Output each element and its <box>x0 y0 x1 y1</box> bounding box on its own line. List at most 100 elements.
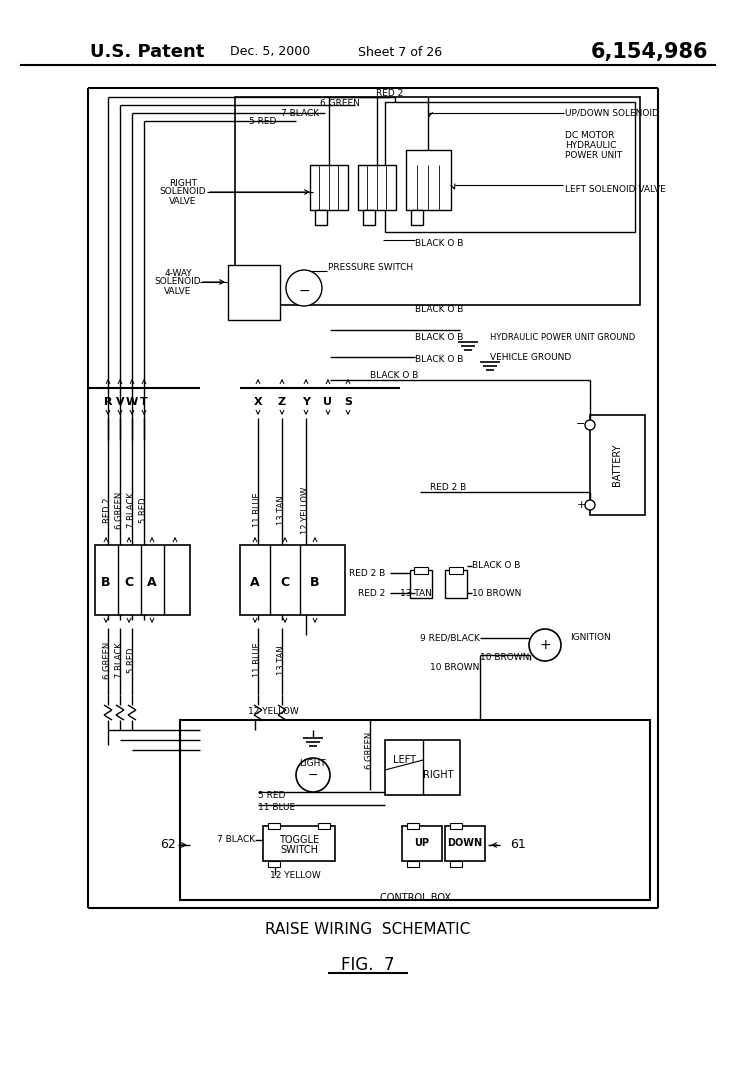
Text: Y: Y <box>302 397 310 408</box>
Text: Z: Z <box>278 397 286 408</box>
Text: 11 BLUE: 11 BLUE <box>253 643 263 678</box>
Text: 7 BLACK: 7 BLACK <box>281 108 319 118</box>
Bar <box>407 860 419 867</box>
Circle shape <box>286 270 322 306</box>
Bar <box>450 823 462 829</box>
Circle shape <box>585 501 595 510</box>
Text: FIG.  7: FIG. 7 <box>342 956 394 974</box>
Bar <box>406 150 451 210</box>
Text: 9 RED/BLACK: 9 RED/BLACK <box>420 633 480 642</box>
Text: RIGHT: RIGHT <box>169 178 197 187</box>
Text: TOGGLE: TOGGLE <box>279 835 319 845</box>
Text: HYDRAULIC POWER UNIT GROUND: HYDRAULIC POWER UNIT GROUND <box>490 333 635 342</box>
Text: LIGHT: LIGHT <box>300 759 326 768</box>
Bar <box>318 823 330 829</box>
Bar <box>240 545 345 615</box>
Text: C: C <box>124 575 133 588</box>
Text: +: + <box>539 638 551 652</box>
Text: 7 BLACK: 7 BLACK <box>217 836 255 844</box>
Circle shape <box>296 758 330 792</box>
Text: V: V <box>116 397 124 408</box>
Text: W: W <box>126 397 138 408</box>
Text: RIGHT: RIGHT <box>422 770 453 780</box>
Text: 10 BROWN: 10 BROWN <box>480 654 529 663</box>
Text: 5 RED: 5 RED <box>250 118 277 126</box>
Text: 5 RED: 5 RED <box>258 790 286 800</box>
Text: 62: 62 <box>160 839 176 852</box>
Text: U.S. Patent: U.S. Patent <box>90 43 205 61</box>
Text: −: − <box>308 769 318 782</box>
Text: S: S <box>344 397 352 408</box>
Text: 12 YELLOW: 12 YELLOW <box>302 486 311 534</box>
Text: R: R <box>104 397 113 408</box>
Text: VEHICLE GROUND: VEHICLE GROUND <box>490 353 571 362</box>
Text: BLACK O B: BLACK O B <box>415 239 464 248</box>
Text: RED 2 B: RED 2 B <box>349 569 385 577</box>
Bar <box>268 860 280 867</box>
Text: BLACK O B: BLACK O B <box>370 372 418 381</box>
Bar <box>180 720 650 900</box>
Text: SOLENOID: SOLENOID <box>160 187 206 197</box>
Text: 6 GREEN: 6 GREEN <box>366 732 375 769</box>
Text: POWER UNIT: POWER UNIT <box>565 150 622 160</box>
Text: HYDRAULIC: HYDRAULIC <box>565 141 616 149</box>
Text: 61: 61 <box>510 839 526 852</box>
Text: B: B <box>311 575 319 588</box>
Bar <box>449 568 463 574</box>
Bar <box>385 740 460 795</box>
Bar <box>315 210 327 225</box>
Text: LEFT: LEFT <box>394 755 417 765</box>
Text: IGNITION: IGNITION <box>570 633 611 642</box>
Text: RED 2 B: RED 2 B <box>430 483 466 493</box>
Text: A: A <box>147 575 157 588</box>
Bar <box>235 97 640 305</box>
Text: 4-WAY: 4-WAY <box>164 268 192 278</box>
Text: −: − <box>298 284 310 298</box>
Text: BLACK O B: BLACK O B <box>472 561 520 571</box>
Text: T: T <box>140 397 148 408</box>
Text: −: − <box>576 419 586 429</box>
Text: 5 RED: 5 RED <box>127 648 136 672</box>
Text: PRESSURE SWITCH: PRESSURE SWITCH <box>328 264 413 272</box>
Text: BLACK O B: BLACK O B <box>415 333 464 342</box>
Bar <box>450 860 462 867</box>
Text: C: C <box>280 575 289 588</box>
Bar <box>263 826 335 860</box>
Bar <box>385 102 635 232</box>
Bar <box>407 823 419 829</box>
Text: 13 TAN: 13 TAN <box>277 645 286 675</box>
Text: U: U <box>324 397 333 408</box>
Text: 10 BROWN: 10 BROWN <box>472 588 521 598</box>
Text: 7 BLACK: 7 BLACK <box>127 492 136 528</box>
Text: 11 BLUE: 11 BLUE <box>253 493 263 528</box>
Text: 12 YELLOW: 12 YELLOW <box>248 707 299 717</box>
Text: BLACK O B: BLACK O B <box>415 306 464 315</box>
Text: 6 GREEN: 6 GREEN <box>320 99 360 108</box>
Circle shape <box>585 421 595 430</box>
Bar <box>411 210 423 225</box>
Text: 6 GREEN: 6 GREEN <box>104 641 113 679</box>
Text: VALVE: VALVE <box>164 286 191 295</box>
Text: DC MOTOR: DC MOTOR <box>565 131 615 139</box>
Text: X: X <box>254 397 262 408</box>
Bar <box>268 823 280 829</box>
Text: RED 2: RED 2 <box>358 588 385 598</box>
Text: 13 TAN: 13 TAN <box>277 495 286 525</box>
Text: 6 GREEN: 6 GREEN <box>116 492 124 529</box>
Text: 13 TAN: 13 TAN <box>400 588 432 598</box>
Text: Dec. 5, 2000: Dec. 5, 2000 <box>230 45 310 58</box>
Text: BATTERY: BATTERY <box>612 443 622 486</box>
Text: CONTROL BOX: CONTROL BOX <box>380 893 450 903</box>
Text: VALVE: VALVE <box>169 197 197 205</box>
Bar <box>410 570 432 598</box>
Text: SWITCH: SWITCH <box>280 845 318 855</box>
Text: 11 BLUE: 11 BLUE <box>258 803 295 813</box>
Text: Sheet 7 of 26: Sheet 7 of 26 <box>358 45 442 58</box>
Text: SOLENOID: SOLENOID <box>155 278 202 286</box>
Text: DOWN: DOWN <box>447 838 483 848</box>
Bar <box>402 826 442 860</box>
Text: B: B <box>102 575 110 588</box>
Text: 5 RED: 5 RED <box>140 497 149 523</box>
Bar <box>95 545 190 615</box>
Bar <box>590 415 645 515</box>
